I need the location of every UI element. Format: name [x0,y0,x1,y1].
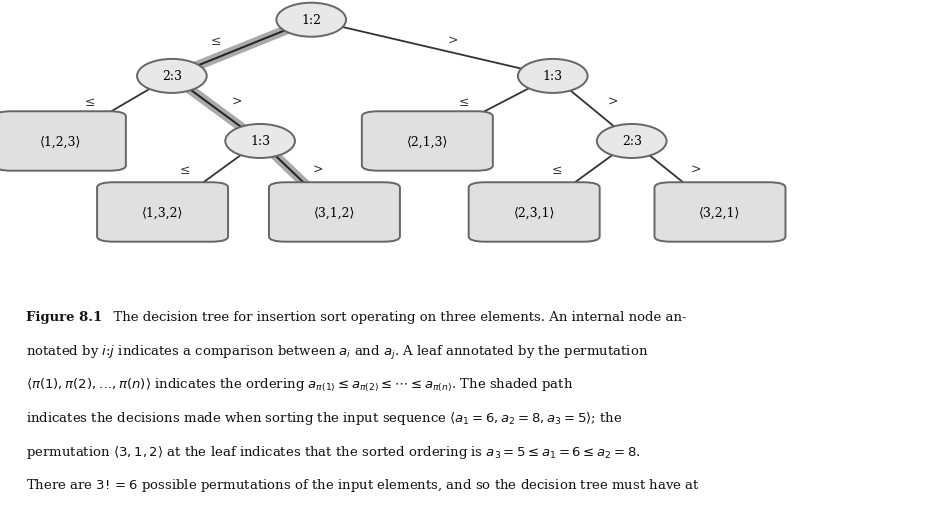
Text: notated by $i$:$j$ indicates a comparison between $a_i$ and $a_j$. A leaf annota: notated by $i$:$j$ indicates a compariso… [26,343,648,361]
Text: $\langle\pi(1), \pi(2), \ldots, \pi(n)\rangle$ indicates the ordering $a_{\pi(1): $\langle\pi(1), \pi(2), \ldots, \pi(n)\r… [26,377,573,393]
Text: ⟨3,1,2⟩: ⟨3,1,2⟩ [314,206,354,219]
Ellipse shape [277,4,345,38]
Text: ⟨2,1,3⟩: ⟨2,1,3⟩ [406,135,447,148]
Text: There are $3! = 6$ possible permutations of the input elements, and so the decis: There are $3! = 6$ possible permutations… [26,476,699,493]
Text: 1:2: 1:2 [301,14,321,27]
Text: ⟨2,3,1⟩: ⟨2,3,1⟩ [513,206,554,219]
Ellipse shape [518,60,586,94]
Text: permutation $\langle 3, 1, 2\rangle$ at the leaf indicates that the sorted order: permutation $\langle 3, 1, 2\rangle$ at … [26,443,640,460]
FancyBboxPatch shape [97,183,228,242]
Text: 2:3: 2:3 [621,135,641,148]
Text: 1:3: 1:3 [250,135,270,148]
Text: >: > [446,35,458,48]
FancyBboxPatch shape [468,183,599,242]
Text: >: > [607,95,617,108]
FancyBboxPatch shape [362,112,492,172]
Ellipse shape [596,125,665,159]
Text: ≤: ≤ [210,35,221,48]
Text: 1:3: 1:3 [542,70,562,83]
Ellipse shape [226,125,295,159]
Text: ≤: ≤ [180,163,190,176]
Text: >: > [231,95,241,108]
Text: The decision tree for insertion sort operating on three elements. An internal no: The decision tree for insertion sort ope… [105,310,686,323]
FancyBboxPatch shape [0,112,125,172]
Text: ≤: ≤ [84,95,96,108]
FancyBboxPatch shape [653,183,785,242]
Text: ≤: ≤ [458,95,469,108]
Text: >: > [312,163,323,176]
Text: 2:3: 2:3 [161,70,182,83]
Text: >: > [690,163,701,176]
Ellipse shape [137,60,206,94]
FancyBboxPatch shape [268,183,399,242]
Text: Figure 8.1: Figure 8.1 [26,310,102,323]
Text: indicates the decisions made when sorting the input sequence $\langle a_1 = 6, a: indicates the decisions made when sortin… [26,410,622,427]
Text: ≤: ≤ [551,163,561,176]
Text: ⟨1,2,3⟩: ⟨1,2,3⟩ [40,135,81,148]
Text: ⟨1,3,2⟩: ⟨1,3,2⟩ [142,206,183,219]
Text: ⟨3,2,1⟩: ⟨3,2,1⟩ [699,206,740,219]
